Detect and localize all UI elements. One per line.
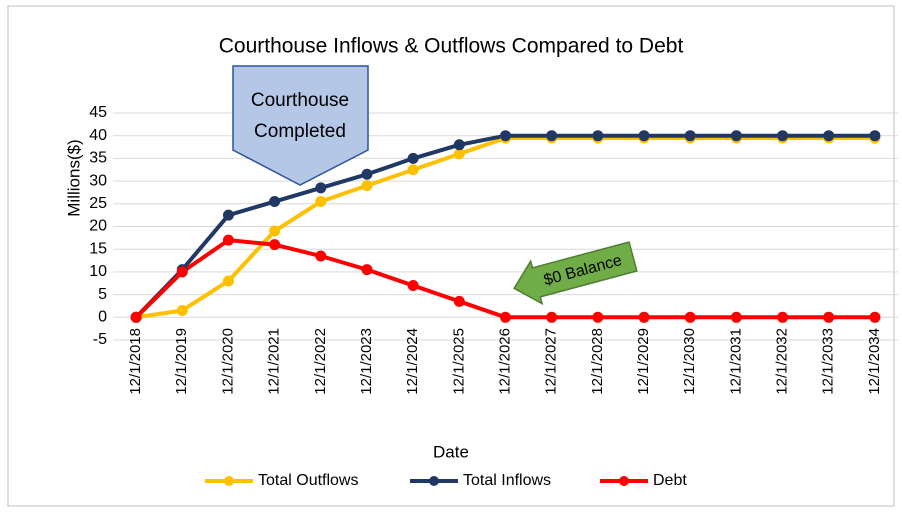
point	[315, 196, 327, 208]
callout-courthouse: Courthouse Completed	[232, 65, 369, 186]
point	[361, 168, 373, 180]
point	[592, 130, 604, 142]
annotation: Courthouse	[251, 90, 349, 111]
point	[269, 239, 281, 251]
point	[592, 311, 604, 323]
x-tick-label: 12/1/2025	[450, 328, 467, 395]
y-tick-label: 35	[89, 150, 107, 167]
annotation: Completed	[254, 121, 346, 142]
point	[361, 264, 373, 276]
y-tick-label: 10	[89, 263, 107, 280]
point	[453, 139, 465, 151]
point	[407, 280, 419, 292]
point	[407, 164, 419, 176]
x-tick-label: 12/1/2030	[681, 328, 698, 395]
point	[869, 311, 881, 323]
point	[176, 266, 188, 278]
y-tick-label: 20	[89, 218, 107, 235]
plot	[130, 130, 881, 323]
point	[222, 209, 234, 221]
point	[361, 180, 373, 192]
x-tick-label: 12/1/2023	[358, 328, 375, 395]
x-tick-label: 12/1/2034	[866, 328, 883, 395]
point	[546, 130, 558, 142]
point	[500, 311, 511, 323]
y-tick-label: 40	[89, 127, 107, 144]
x-tick-label: 12/1/2021	[266, 328, 283, 395]
point	[130, 311, 142, 323]
point	[869, 130, 881, 142]
x-tick-label: 12/1/2020	[219, 328, 236, 395]
y-tick-label: 0	[98, 309, 107, 326]
y-axis-title: Millions($)	[64, 139, 83, 216]
legend-label: Debt	[653, 472, 687, 489]
x-tick-label: 12/1/2026	[496, 328, 513, 395]
x-tick-label: 12/1/2033	[820, 328, 837, 395]
point	[500, 130, 511, 142]
legend-marker	[429, 476, 439, 486]
chart-title: Courthouse Inflows & Outflows Compared t…	[219, 35, 684, 58]
legend-marker	[619, 476, 629, 486]
x-tick-label: 12/1/2029	[635, 328, 652, 395]
y-tick-label: 5	[98, 286, 107, 303]
x-tick-label: 12/1/2032	[774, 328, 791, 395]
point	[638, 130, 650, 142]
point	[777, 311, 789, 323]
point	[269, 225, 281, 237]
legend-label: Total Outflows	[258, 472, 358, 489]
x-tick-label: 12/1/2018	[127, 328, 144, 395]
y-tick-label: -5	[93, 331, 107, 348]
point	[176, 304, 188, 316]
x-tick-label: 12/1/2027	[543, 328, 560, 395]
y-tick-label: 30	[89, 172, 107, 189]
callout-shape	[232, 65, 369, 186]
x-tick-label: 12/1/2019	[173, 328, 190, 395]
point	[730, 130, 742, 142]
point	[730, 311, 742, 323]
point	[315, 250, 327, 262]
point	[684, 130, 696, 142]
grid: -5 0 5 10 15 20 25 30 35 40 45 12/1/2018 12/1/2019 12…	[89, 104, 898, 395]
y-tick-label: 15	[89, 240, 107, 257]
point	[546, 311, 558, 323]
point	[684, 311, 696, 323]
arrow-shape	[513, 241, 638, 306]
point	[453, 295, 465, 307]
x-tick-label: 12/1/2028	[589, 328, 606, 395]
point	[823, 130, 835, 142]
x-tick-label: 12/1/2024	[404, 328, 421, 395]
point	[638, 311, 650, 323]
x-tick-label: 12/1/2031	[727, 328, 744, 395]
point	[269, 196, 281, 208]
x-axis-title: Date	[433, 442, 469, 461]
point	[453, 148, 465, 160]
point	[222, 234, 234, 246]
point	[407, 152, 419, 164]
point	[823, 311, 835, 323]
chart-border	[7, 5, 895, 507]
point	[315, 182, 327, 194]
x-tick-label: 12/1/2022	[312, 328, 329, 395]
point	[777, 130, 789, 142]
y-tick-label: 45	[89, 104, 107, 121]
legend-label: Total Inflows	[463, 472, 551, 489]
legend-marker	[224, 476, 234, 486]
point	[222, 275, 234, 287]
legend: Total Outflows Total Inflows Debt	[205, 472, 687, 489]
y-tick-label: 25	[89, 195, 107, 212]
